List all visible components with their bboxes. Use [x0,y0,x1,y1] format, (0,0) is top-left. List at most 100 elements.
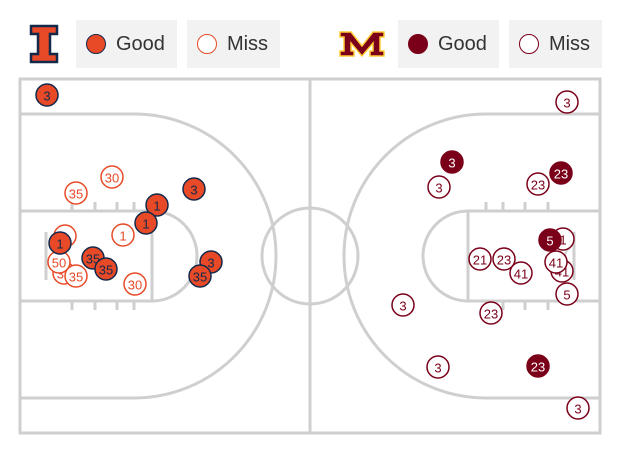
minnesota-good-legend-item[interactable]: Good [398,20,499,68]
shot-marker [526,354,550,378]
left-lane-hashes [70,202,136,310]
minnesota-shot-miss[interactable]: 21 [468,247,492,271]
shot-jersey-label: 35 [193,270,207,285]
illinois-shot-miss[interactable]: 30 [100,165,124,189]
minnesota-m-icon [339,31,385,58]
center-circle [260,206,360,306]
shot-marker [549,161,573,185]
minnesota-legend: Good Miss [336,20,603,68]
minnesota-shot-good[interactable]: 23 [526,354,550,378]
shot-jersey-label: 1 [559,233,566,248]
shot-jersey-label: 3 [435,181,442,196]
shot-marker [555,90,579,114]
shot-marker [492,247,516,271]
shot-jersey-label: 41 [514,267,528,282]
shot-jersey-label: 1 [56,237,63,252]
illinois-good-swatch [86,34,106,54]
illinois-shot-good[interactable]: 3 [182,177,206,201]
illinois-shot-miss[interactable]: 30 [123,272,147,296]
shot-marker [64,181,88,205]
illinois-shots: 30351135355030331113535335 [35,83,223,296]
illinois-miss-swatch [196,34,217,54]
illinois-good-legend-item[interactable]: Good [76,20,177,68]
shot-marker [479,301,503,325]
left-key [18,209,154,303]
illinois-shot-good[interactable]: 35 [188,264,212,288]
minnesota-shot-miss[interactable]: 41 [509,261,533,285]
shot-marker [509,261,533,285]
shot-marker [134,211,158,235]
shot-marker [526,172,550,196]
shot-marker [111,223,135,247]
shot-marker [555,282,579,306]
shot-jersey-label: 3 [448,156,455,171]
shot-jersey-label: 30 [128,278,142,293]
shot-jersey-label: 3 [207,256,214,271]
shot-marker [35,83,59,107]
shot-jersey-label: 23 [484,307,498,322]
court [18,77,602,435]
shot-jersey-label: 35 [99,263,113,278]
minnesota-shot-miss[interactable]: 5 [555,282,579,306]
minnesota-shot-miss[interactable]: 23 [492,247,516,271]
shot-jersey-label: 3 [190,183,197,198]
minnesota-miss-legend-item[interactable]: Miss [508,20,603,68]
right-free-throw-arc [421,209,469,303]
minnesota-shot-miss[interactable]: 3 [555,90,579,114]
illinois-shot-good[interactable]: 35 [94,257,118,281]
shot-jersey-label: 3 [563,96,570,111]
right-key [466,209,602,303]
shot-jersey-label: 35 [69,187,83,202]
shot-jersey-label: 41 [549,256,563,271]
illinois-shot-miss[interactable]: 35 [64,181,88,205]
shot-jersey-label: 3 [43,89,50,104]
minnesota-shot-good[interactable]: 5 [538,228,562,252]
shot-marker [440,150,464,174]
minnesota-miss-swatch [518,34,539,54]
shot-marker [145,193,169,217]
shot-jersey-label: 1 [142,217,149,232]
shot-marker [544,250,568,274]
shots-layer: 3035113535503033111353533533231212341414… [35,83,590,420]
illinois-shot-miss[interactable]: 1 [111,223,135,247]
shot-marker [100,165,124,189]
minnesota-shot-miss[interactable]: 23 [479,301,503,325]
shot-jersey-label: 5 [546,234,553,249]
illinois-shot-miss[interactable]: 35 [64,264,88,288]
minnesota-shots: 332312123414141532333323523 [391,90,590,420]
minnesota-m-logo [336,20,388,68]
minnesota-shot-miss[interactable]: 3 [427,175,451,199]
shot-jersey-label: 35 [69,270,83,285]
shot-jersey-label: 1 [119,229,126,244]
minnesota-shot-miss[interactable]: 23 [526,172,550,196]
illinois-shot-good[interactable]: 1 [48,231,72,255]
illinois-shot-good[interactable]: 1 [145,193,169,217]
shot-jersey-label: 21 [473,253,487,268]
shot-jersey-label: 5 [563,288,570,303]
shot-jersey-label: 3 [434,361,441,376]
shot-marker [566,396,590,420]
left-three-point-line [20,112,278,400]
minnesota-shot-miss[interactable]: 3 [426,355,450,379]
illinois-shot-good[interactable]: 3 [35,83,59,107]
illinois-block-i-icon [29,24,59,64]
shot-marker [391,293,415,317]
shot-jersey-label: 30 [105,171,119,186]
shot-marker [427,175,451,199]
illinois-shot-good[interactable]: 1 [134,211,158,235]
shot-marker [123,272,147,296]
minnesota-shot-miss[interactable]: 3 [566,396,590,420]
left-free-throw-arc [151,209,199,303]
illinois-miss-legend-item[interactable]: Miss [186,20,281,68]
shot-marker [182,177,206,201]
shot-jersey-label: 23 [497,253,511,268]
shot-marker [64,264,88,288]
shot-jersey-label: 3 [399,299,406,314]
shot-jersey-label: 23 [554,167,568,182]
minnesota-shot-good[interactable]: 23 [549,161,573,185]
minnesota-shot-good[interactable]: 3 [440,150,464,174]
minnesota-shot-miss[interactable]: 3 [391,293,415,317]
minnesota-shot-miss[interactable]: 41 [544,250,568,274]
minnesota-miss-label: Miss [548,32,591,55]
